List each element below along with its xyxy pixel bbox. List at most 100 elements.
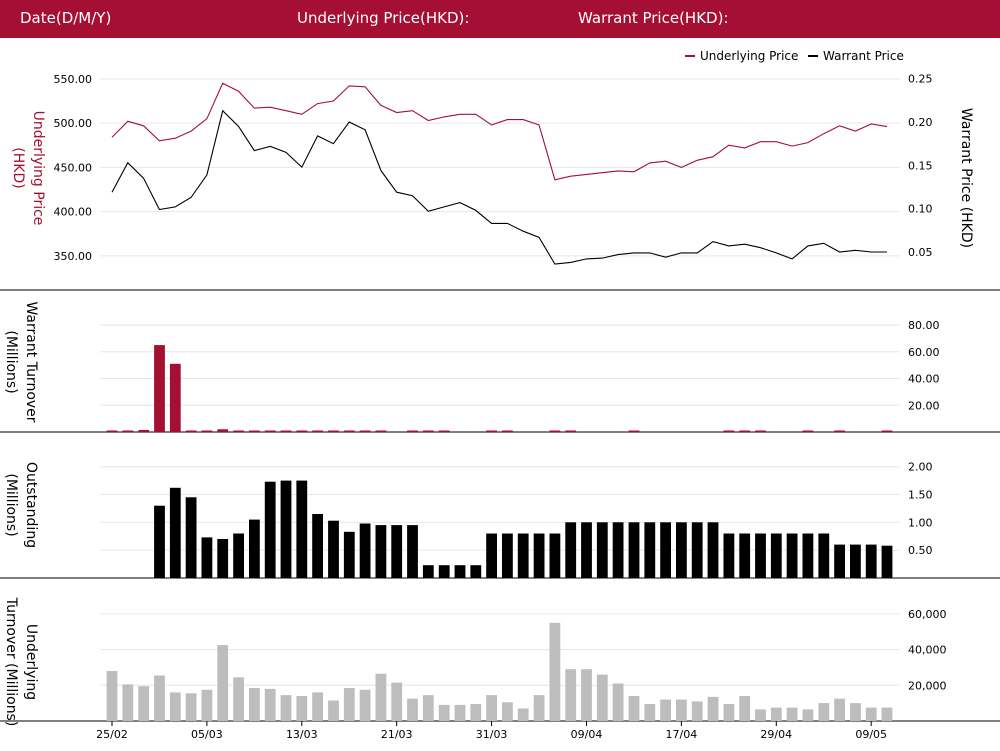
underlying-turnover-bar (359, 689, 371, 722)
outstanding-bar (596, 522, 608, 578)
warrant-turnover-title: Warrant Turnover (23, 301, 39, 422)
warrant-turnover-bar (185, 430, 197, 432)
x-tick-label: 17/04 (666, 728, 698, 741)
outstanding-bar (154, 505, 165, 578)
underlying-turnover-bar (517, 708, 529, 721)
underlying-turnover-bar (264, 688, 276, 721)
underlying-turnover-bar (676, 699, 687, 721)
underlying-axis-title: Underlying Price (30, 111, 46, 226)
legend-underlying-swatch (685, 55, 695, 57)
outstanding-bar (786, 533, 798, 578)
outstanding-bar (881, 545, 893, 578)
bar-tick-label: 2.00 (908, 461, 933, 474)
underlying-turnover-bar (169, 692, 181, 721)
outstanding-bar (454, 565, 466, 578)
underlying-turnover-bar (802, 709, 814, 721)
warrant-turnover-bar (438, 430, 450, 432)
outstanding-bar (296, 480, 308, 578)
outstanding-bar (691, 522, 703, 578)
warrant-turnover-bar (881, 430, 893, 432)
warrant-turnover-bar (723, 430, 735, 432)
x-axis: 25/02 05/03 13/03 21/03 31/03 09/04 17/04 29/04… (96, 721, 887, 741)
warrant-turnover-title-line2: (Millions) (3, 330, 19, 393)
outstanding-bar (517, 533, 529, 578)
underlying-turnover-bar (644, 704, 656, 721)
bar-tick-label: 0.50 (908, 544, 933, 557)
price-right-ticks: 0.25 0.20 0.15 0.10 0.05 (908, 73, 933, 259)
legend: Underlying Price Warrant Price (685, 49, 904, 63)
outstanding-bar (343, 531, 355, 578)
outstanding-bar (549, 533, 561, 578)
underlying-turnover-bar (786, 707, 798, 721)
warrant-turnover-bar (375, 430, 387, 432)
underlying-price-line (111, 82, 888, 181)
underlying-turnover-bar (454, 704, 466, 721)
outstanding-bar (375, 525, 387, 578)
outstanding-bar (201, 537, 213, 578)
underlying-turnover-title: Underlying (23, 624, 39, 700)
underlying-turnover-bar (850, 703, 861, 721)
underlying-axis-title-line2: (HKD) (10, 147, 26, 188)
warrant-turnover-bar (549, 430, 561, 432)
right-tick-label: 0.10 (908, 203, 933, 216)
right-tick-label: 0.15 (908, 159, 933, 172)
outstanding-bar (755, 533, 766, 578)
underlying-turnover-bar (438, 704, 450, 721)
underlying-turnover-bar (612, 683, 624, 721)
underlying-turnover-bar (549, 622, 561, 721)
underlying-turnover-bar (818, 703, 830, 721)
underlying-turnover-bar (217, 645, 229, 721)
underlying-turnover-bar (739, 696, 751, 721)
underlying-turnover-panel: 60,000 40,000 20,000 (100, 608, 947, 722)
bar-tick-label: 80.00 (908, 319, 940, 332)
warrant-price-label: Warrant Price(HKD): (578, 9, 729, 27)
bar-tick-label: 40,000 (908, 644, 947, 657)
warrant-turnover-bar (138, 430, 150, 432)
outstanding-bar (359, 523, 371, 578)
outstanding-bar (533, 533, 545, 578)
underlying-turnover-bar (470, 704, 482, 721)
outstanding-bar (581, 522, 592, 578)
warrant-turnover-bar (565, 430, 577, 432)
underlying-turnover-bar (391, 682, 403, 721)
bar-tick-label: 20,000 (908, 679, 947, 692)
outstanding-bar (422, 565, 434, 578)
underlying-turnover-bar (249, 688, 260, 721)
underlying-turnover-bar (834, 698, 845, 721)
date-label: Date(D/M/Y) (20, 9, 112, 27)
outstanding-bar (565, 522, 577, 578)
outstanding-bar (834, 544, 845, 578)
right-tick-label: 0.20 (908, 116, 933, 129)
underlying-turnover-bar (296, 696, 308, 721)
bar-tick-label: 60,000 (908, 608, 947, 621)
bar-tick-label: 1.00 (908, 516, 933, 529)
underlying-turnover-bar (280, 695, 292, 721)
underlying-turnover-bar (407, 698, 418, 721)
warrant-turnover-bar (122, 430, 134, 432)
underlying-turnover-bar (201, 689, 213, 722)
x-tick-label: 21/03 (381, 728, 413, 741)
warrant-turnover-bar (802, 430, 814, 432)
underlying-turnover-bar (233, 677, 244, 722)
warrant-turnover-bar (628, 430, 640, 432)
outstanding-title: Outstanding (23, 462, 39, 548)
x-tick-label: 09/05 (855, 728, 887, 741)
underlying-turnover-bar (881, 707, 893, 721)
warrant-turnover-bar (169, 363, 181, 432)
price-left-ticks: 550.00 500.00 450.00 400.00 350.00 (54, 73, 93, 263)
price-grid (100, 78, 900, 257)
warrant-turnover-bar (407, 430, 418, 432)
outstanding-bar (707, 522, 719, 578)
warrant-turnover-bar (312, 430, 323, 432)
underlying-price-label: Underlying Price(HKD): (297, 9, 470, 27)
underlying-turnover-bar (691, 701, 703, 721)
left-tick-label: 500.00 (54, 117, 93, 130)
outstanding-bar (249, 519, 260, 578)
outstanding-bar (233, 533, 244, 578)
outstanding-bar (502, 533, 513, 578)
underlying-turnover-bar (660, 699, 671, 721)
bar-tick-label: 20.00 (908, 399, 940, 412)
underlying-turnover-bar (596, 674, 608, 721)
outstanding-bar (802, 533, 814, 578)
